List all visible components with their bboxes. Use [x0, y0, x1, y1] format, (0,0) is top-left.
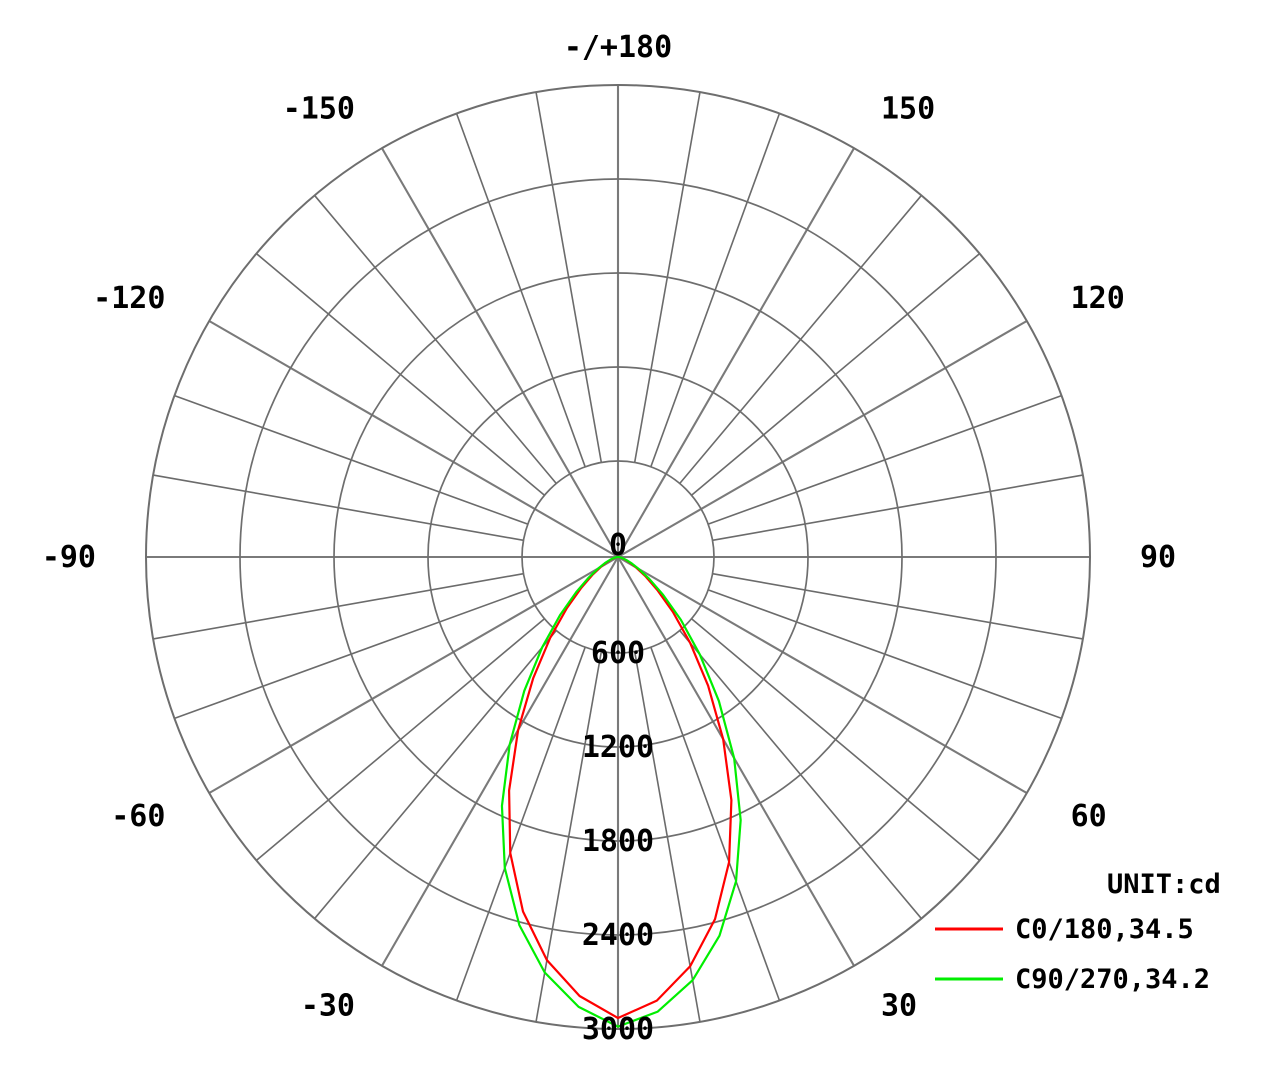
radial-tick-label-2400: 2400: [582, 918, 654, 953]
chart-legend: UNIT:cd C0/180,34.5 C90/270,34.2: [935, 869, 1221, 995]
grid-ring-1200: [427, 366, 809, 748]
legend-label-c0-180: C0/180,34.5: [1015, 914, 1194, 945]
grid-ring-1800: [333, 272, 903, 842]
radial-tick-label-1800: 1800: [582, 824, 654, 859]
angle-tick-label-60: 60: [1071, 799, 1107, 834]
legend-unit-label: UNIT:cd: [1107, 869, 1221, 900]
grid-ring-2400: [239, 178, 997, 936]
legend-label-c90-270: C90/270,34.2: [1015, 964, 1210, 995]
angle-tick-label-30: 30: [881, 989, 917, 1024]
grid-spoke-300: [208, 556, 619, 794]
grid-spoke-150: [617, 147, 855, 558]
grid-ring-3000: [145, 84, 1091, 1030]
angle-tick-label-60: -60: [111, 799, 165, 834]
grid-spoke-120: [617, 320, 1028, 558]
angle-tick-label-150: 150: [881, 91, 935, 126]
radial-tick-label-0: 0: [609, 528, 627, 563]
polar-radial-labels: 0 600 1200 1800 2400 3000: [582, 528, 654, 1047]
radial-tick-label-1200: 1200: [582, 730, 654, 765]
polar-angle-labels: 0 30 60 90 120 150 -/+180 -150 -120 -90 -60 -30: [42, 30, 1176, 1024]
grid-spoke-30: [617, 556, 855, 967]
angle-tick-label-90: -90: [42, 540, 96, 575]
angle-tick-label-180: -/+180: [564, 30, 672, 65]
grid-ring-600: [521, 460, 715, 654]
radial-tick-label-600: 600: [591, 636, 645, 671]
grid-spoke-60: [617, 556, 1028, 794]
grid-spoke-240: [208, 320, 619, 558]
series-curve-c90-270: [500, 555, 742, 1028]
grid-spoke-210: [381, 147, 619, 558]
angle-tick-label-150: -150: [283, 91, 355, 126]
grid-spoke-330: [381, 556, 619, 967]
polar-grid-rings: [145, 84, 1091, 1030]
angle-tick-label-30: -30: [301, 989, 355, 1024]
radial-tick-label-3000: 3000: [582, 1012, 654, 1047]
angle-tick-label-90: 90: [1140, 540, 1176, 575]
polar-series-curves: [500, 555, 742, 1028]
angle-tick-label-120: -120: [93, 281, 165, 316]
angle-tick-label-120: 120: [1071, 281, 1125, 316]
